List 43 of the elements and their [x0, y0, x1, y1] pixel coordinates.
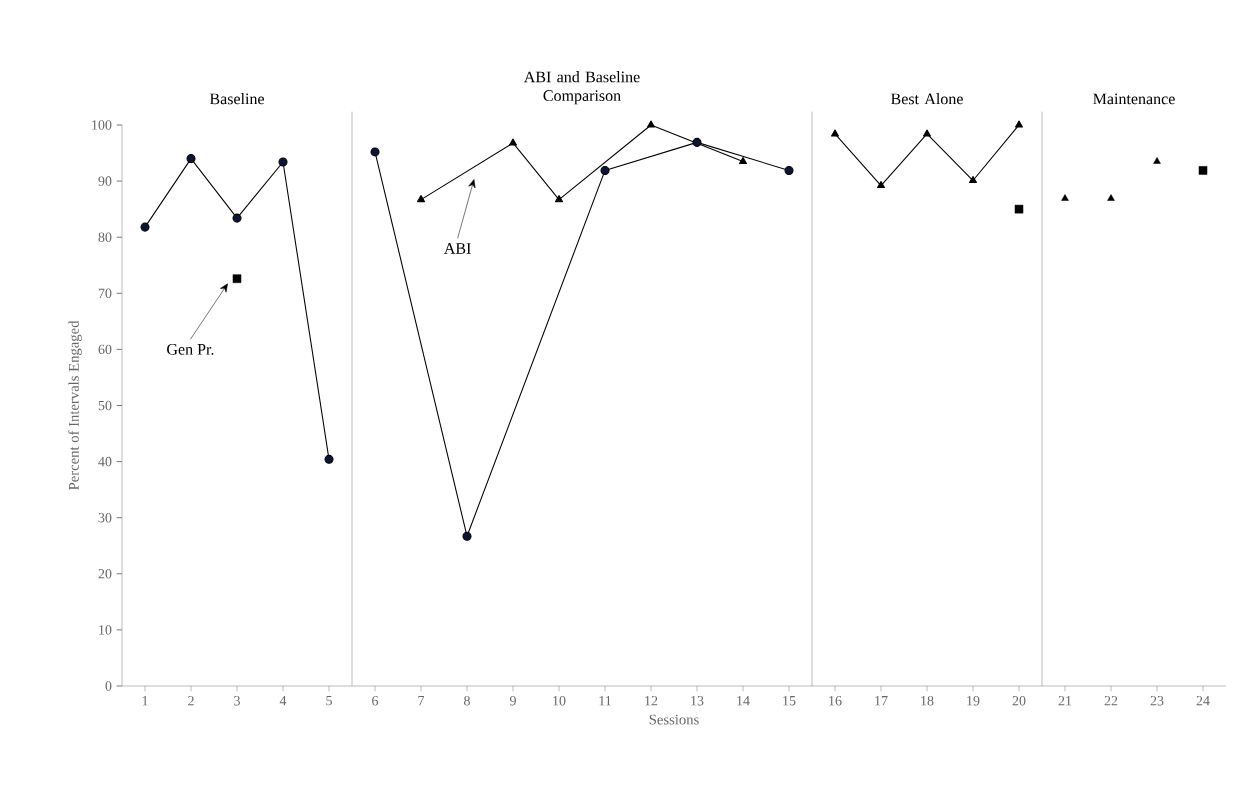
x-tick-label: 4	[279, 696, 287, 706]
x-tick-label: 23	[1150, 696, 1164, 706]
y-tick-label: 10	[99, 625, 112, 635]
y-tick-label: 60	[98, 344, 112, 355]
x-tick-label: 18	[921, 696, 934, 706]
x-tick-label: 14	[737, 696, 750, 706]
x-tick-label: 2	[188, 696, 194, 706]
y-tick-label: 70	[98, 288, 112, 299]
text: ABI and Baseline Comparison	[523, 71, 640, 105]
x-tick-label: 16	[829, 696, 842, 706]
x-tick-label: 13	[691, 696, 704, 706]
x-tick-label: 19	[967, 696, 980, 706]
y-tick-label: 100	[92, 120, 112, 130]
text: Baseline	[209, 93, 265, 105]
x-tick-label: 3	[234, 696, 240, 706]
text: Maintenance	[1093, 93, 1175, 105]
x-tick-label: 10	[553, 696, 566, 706]
x-tick-label: 24	[1196, 696, 1210, 706]
x-tick-label: 9	[509, 696, 516, 706]
x-tick-label: 21	[1058, 696, 1072, 706]
text: Best Alone	[891, 93, 963, 105]
x-axis-title: Sessions	[649, 714, 699, 725]
x-tick-label: 20	[1012, 696, 1026, 706]
x-tick-label: 11	[599, 696, 611, 706]
x-tick-label: 6	[372, 696, 379, 706]
y-tick-label: 80	[98, 232, 112, 242]
x-tick-label: 22	[1104, 696, 1118, 706]
y-tick-label: 20	[98, 569, 112, 579]
x-tick-label: 8	[464, 696, 470, 706]
annotation: ABI	[443, 243, 471, 254]
y-tick-label: 30	[98, 512, 112, 523]
x-tick-label: 15	[783, 696, 796, 706]
x-tick-label: 7	[418, 696, 425, 706]
x-tick-label: 17	[875, 696, 888, 706]
y-tick-label: 50	[98, 400, 112, 411]
x-tick-label: 12	[645, 696, 658, 706]
annotation: Gen Pr.	[167, 343, 214, 355]
x-tick-label: 5	[326, 696, 332, 706]
x-tick-label: 1	[142, 696, 148, 706]
y-tick-label: 90	[98, 176, 112, 186]
y-tick-label: 40	[98, 456, 112, 467]
y-axis-title: Percent of Intervals Engaged	[68, 320, 82, 490]
y-tick-label: 0	[105, 681, 112, 691]
